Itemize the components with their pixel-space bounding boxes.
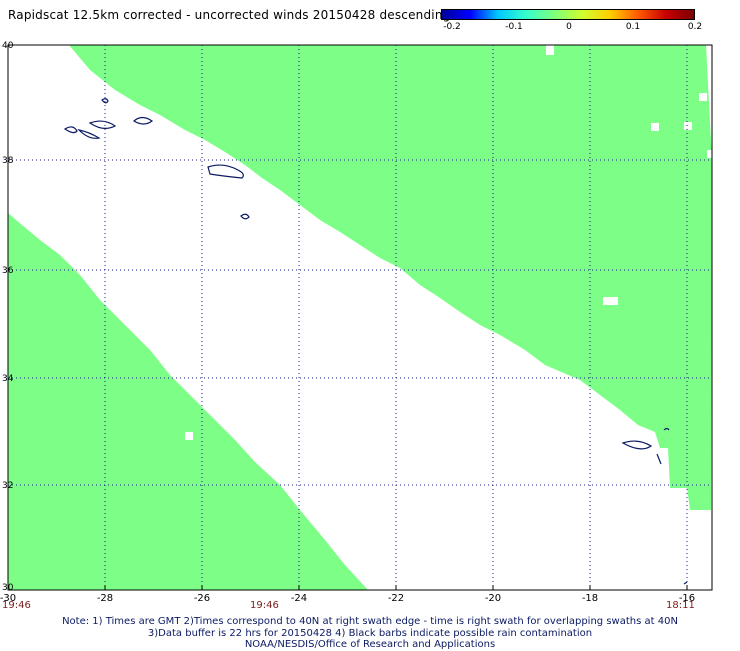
x-tick-label: -26	[194, 593, 210, 604]
footnote-line-1: Note: 1) Times are GMT 2)Times correspon…	[62, 616, 678, 627]
island-desertas	[656, 453, 662, 465]
data-gap	[185, 432, 193, 440]
swath-time-label: 19:46	[250, 600, 279, 611]
x-tick-label: -20	[485, 593, 501, 604]
y-tick-label: 38	[2, 156, 14, 166]
data-gap	[684, 122, 692, 130]
footnote-credit: NOAA/NESDIS/Office of Research and Appli…	[244, 639, 496, 650]
data-gap	[603, 297, 618, 305]
y-tick-label: 34	[2, 374, 14, 384]
colorbar-label: -0.1	[505, 22, 523, 32]
colorbar-label: 0	[566, 22, 572, 32]
data-gap	[716, 56, 724, 64]
chart-title: Rapidscat 12.5km corrected - uncorrected…	[8, 8, 451, 22]
color-scale-bar	[441, 9, 695, 20]
island-azores-sao-jorge	[88, 120, 117, 129]
island-azores-pico	[77, 129, 101, 139]
data-gap	[651, 123, 659, 131]
x-tick-label: -30	[0, 593, 16, 604]
colorbar-label: 0.2	[687, 22, 703, 32]
colorbar-label: -0.2	[443, 22, 461, 32]
island-canaries-coast	[683, 581, 688, 585]
island-azores-flores	[101, 98, 109, 104]
x-tick-label: -24	[291, 593, 307, 604]
y-tick-label: 40	[2, 41, 14, 51]
data-gap	[707, 150, 715, 158]
swath-time-label: 18:11	[666, 600, 695, 611]
swath-region-southwest	[8, 213, 368, 590]
axis-ticks	[104, 585, 688, 590]
swath-region-northeast	[69, 45, 712, 510]
x-tick-label: -16	[679, 593, 695, 604]
y-tick-label: 36	[2, 266, 14, 276]
y-tick-label: 32	[2, 481, 13, 491]
island-madeira	[621, 440, 653, 450]
x-tick-label: -28	[97, 593, 113, 604]
swath-time-label: 19:46	[2, 600, 31, 611]
data-gap	[699, 93, 707, 101]
footnote-line-2: 3)Data buffer is 22 hrs for 20150428 4) …	[147, 628, 593, 639]
island-azores-sao-miguel	[207, 164, 244, 179]
data-gap	[546, 45, 554, 55]
island-azores-terceira	[132, 116, 154, 125]
island-azores-graciosa	[63, 126, 78, 134]
island-porto-santo	[663, 427, 670, 431]
y-tick-label: 30	[2, 583, 14, 593]
map-frame	[7, 44, 713, 591]
x-tick-label: -18	[582, 593, 598, 604]
colorbar-label: 0.1	[625, 22, 641, 32]
x-tick-label: -22	[388, 593, 404, 604]
island-azores-santa-maria	[240, 213, 250, 220]
lat-lon-grid	[8, 45, 712, 590]
coastlines	[63, 98, 688, 585]
